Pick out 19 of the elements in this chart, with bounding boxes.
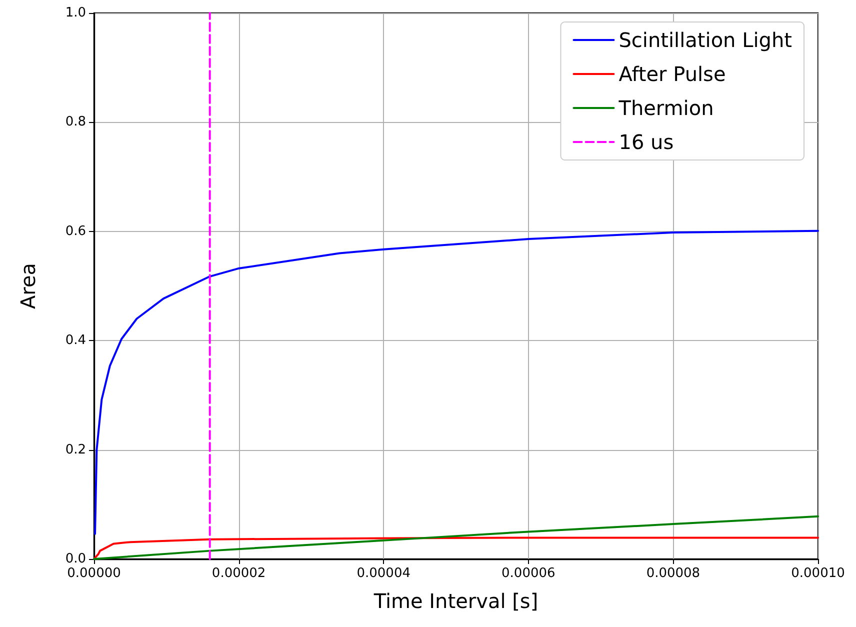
y-tick-label: 0.6 <box>65 224 86 239</box>
legend-label: Thermion <box>618 96 714 120</box>
x-tick-label: 0.00008 <box>646 566 700 581</box>
y-tick-label: 0.0 <box>65 552 86 566</box>
x-tick-label: 0.00006 <box>502 566 556 581</box>
y-tick-label: 0.4 <box>65 333 86 348</box>
y-tick-label: 0.8 <box>65 114 86 130</box>
x-axis-title: Time Interval [s] <box>372 589 538 613</box>
x-tick-label: 0.00000 <box>67 566 121 581</box>
y-tick-label: 0.2 <box>65 442 86 458</box>
y-axis-title: Area <box>16 262 40 310</box>
line-series <box>94 230 819 535</box>
x-tick-label: 0.00004 <box>356 566 410 581</box>
legend-label: Scintillation Light <box>618 28 792 52</box>
legend-label: After Pulse <box>618 62 726 86</box>
legend-label: 16 us <box>618 130 674 154</box>
x-tick-label: 0.00002 <box>212 566 266 581</box>
y-tick-label: 1.0 <box>65 6 86 20</box>
x-tick-label: 0.00010 <box>791 566 845 581</box>
